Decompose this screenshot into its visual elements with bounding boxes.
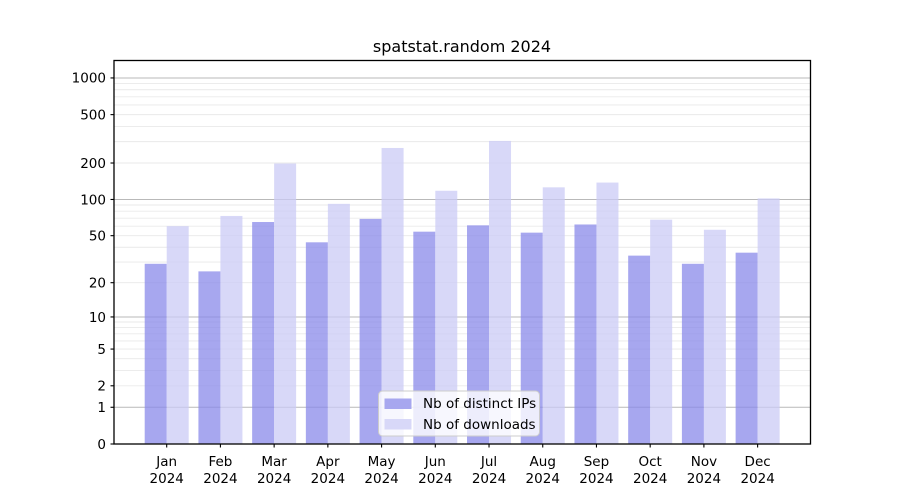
y-tick-label: 2: [97, 379, 106, 395]
legend-label-downloads: Nb of downloads: [423, 417, 536, 433]
x-tick-label-month: Jul: [480, 454, 497, 470]
bar-distinct-ips-mar: [252, 222, 275, 444]
bar-downloads-sep: [596, 182, 619, 444]
bar-distinct-ips-feb: [198, 271, 221, 444]
bar-distinct-ips-apr: [305, 242, 328, 444]
y-tick-label: 10: [89, 310, 106, 326]
bar-downloads-jan: [166, 226, 189, 444]
x-tick-label-year: 2024: [257, 471, 291, 487]
x-tick-label-year: 2024: [364, 471, 398, 487]
x-tick-label-year: 2024: [472, 471, 506, 487]
x-tick-label-month: Dec: [745, 454, 771, 470]
x-tick-label-month: Nov: [691, 454, 717, 470]
bar-downloads-oct: [650, 219, 673, 444]
bar-downloads-may: [381, 147, 404, 444]
bar-distinct-ips-sep: [574, 224, 597, 444]
x-tick-label-year: 2024: [579, 471, 613, 487]
bar-downloads-apr: [327, 203, 350, 444]
bar-downloads-feb: [220, 215, 243, 444]
x-tick-label-month: Mar: [261, 454, 287, 470]
x-tick-label-year: 2024: [311, 471, 345, 487]
x-tick-label-month: Sep: [584, 454, 609, 470]
bar-series-group: [144, 140, 780, 444]
x-tick-label-month: Apr: [316, 454, 340, 470]
x-tick-label-year: 2024: [150, 471, 184, 487]
x-tick-label-year: 2024: [740, 471, 774, 487]
y-tick-label: 1000: [72, 71, 106, 87]
x-tick-label-year: 2024: [687, 471, 721, 487]
x-tick-label-year: 2024: [633, 471, 667, 487]
bar-downloads-nov: [703, 229, 726, 444]
bar-distinct-ips-dec: [735, 252, 758, 444]
y-tick-label: 500: [80, 107, 106, 123]
x-tick-label-month: Feb: [208, 454, 232, 470]
bar-downloads-mar: [274, 163, 297, 444]
bar-distinct-ips-oct: [628, 255, 651, 444]
y-tick-label: 5: [97, 342, 106, 358]
axis-ticks: [110, 77, 759, 448]
y-tick-label: 50: [89, 228, 106, 244]
x-tick-label-month: May: [368, 454, 396, 470]
y-tick-label: 100: [80, 192, 106, 208]
x-tick-label-year: 2024: [203, 471, 237, 487]
legend: Nb of distinct IPs Nb of downloads: [378, 390, 540, 437]
bar-downloads-aug: [542, 187, 565, 444]
legend-box: [378, 390, 540, 437]
y-tick-label: 200: [80, 156, 106, 172]
y-tick-label: 0: [97, 437, 106, 453]
bar-distinct-ips-may: [359, 218, 382, 444]
bar-downloads-jul: [489, 140, 512, 444]
bar-distinct-ips-jul: [467, 225, 490, 444]
x-tick-label-month: Jun: [424, 454, 446, 470]
axis-tick-labels: 01251020501002005001000Jan2024Feb2024Mar…: [72, 71, 775, 487]
x-tick-label-month: Jan: [155, 454, 177, 470]
y-tick-label: 20: [89, 275, 106, 291]
bar-downloads-jun: [435, 190, 458, 444]
x-tick-label-year: 2024: [418, 471, 452, 487]
x-tick-label-year: 2024: [526, 471, 560, 487]
legend-swatch-downloads: [384, 419, 412, 430]
y-tick-label: 1: [97, 400, 106, 416]
bar-distinct-ips-nov: [681, 263, 704, 444]
bar-distinct-ips-jun: [413, 231, 436, 444]
x-tick-label-month: Aug: [530, 454, 556, 470]
chart-title: spatstat.random 2024: [373, 37, 551, 56]
bar-downloads-dec: [757, 198, 780, 444]
x-tick-label-month: Oct: [639, 454, 662, 470]
bar-distinct-ips-jan: [144, 263, 167, 444]
legend-label-distinct-ips: Nb of distinct IPs: [423, 396, 536, 412]
legend-swatch-distinct-ips: [384, 398, 412, 409]
plot-frame: [113, 59, 812, 445]
